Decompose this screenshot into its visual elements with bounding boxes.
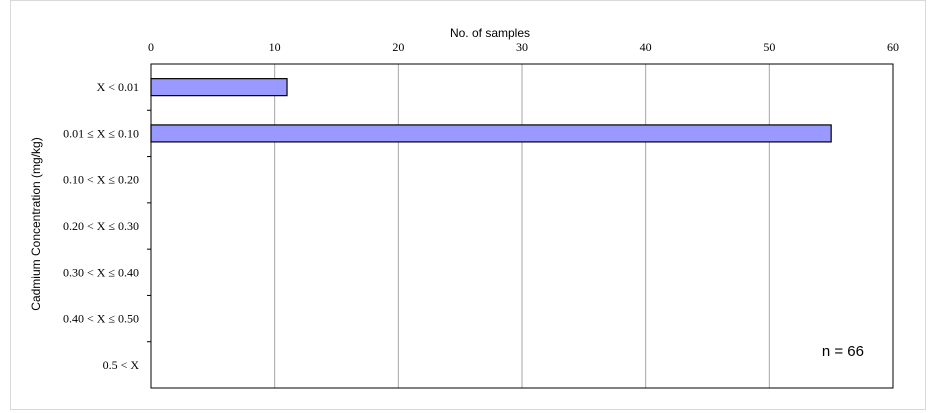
x-tick-label: 50 [763, 40, 775, 54]
plot-area [150, 63, 894, 389]
y-axis-title: Cadmium Concentration (mg/kg) [29, 137, 43, 310]
y-tick-marks [147, 109, 151, 343]
x-tick-label: 40 [640, 40, 652, 54]
x-tick-label: 30 [516, 40, 528, 54]
bars [150, 78, 832, 143]
category-label: 0.40 < X ≤ 0.50 [63, 312, 139, 326]
bar [150, 78, 288, 97]
chart-frame [10, 0, 926, 410]
x-tick-label: 0 [148, 40, 154, 54]
x-axis-title: No. of samples [450, 26, 530, 40]
category-label: 0.5 < X [103, 358, 140, 372]
category-label: 0.10 < X ≤ 0.20 [63, 173, 139, 187]
category-labels: X < 0.01 0.01 ≤ X ≤ 0.10 0.10 < X ≤ 0.20 0.… [63, 80, 139, 372]
category-label: 0.01 ≤ X ≤ 0.10 [63, 126, 139, 140]
category-label: X < 0.01 [97, 80, 139, 94]
grid-lines [274, 64, 770, 388]
category-label: 0.20 < X ≤ 0.30 [63, 219, 139, 233]
x-tick-label: 60 [887, 40, 899, 54]
category-label: 0.30 < X ≤ 0.40 [63, 265, 139, 279]
sample-count-annotation: n = 66 [822, 343, 864, 360]
x-tick-label: 10 [269, 40, 281, 54]
x-tick-labels: 0 10 20 30 40 50 60 [148, 40, 899, 54]
bar [150, 124, 832, 143]
x-tick-label: 20 [392, 40, 404, 54]
